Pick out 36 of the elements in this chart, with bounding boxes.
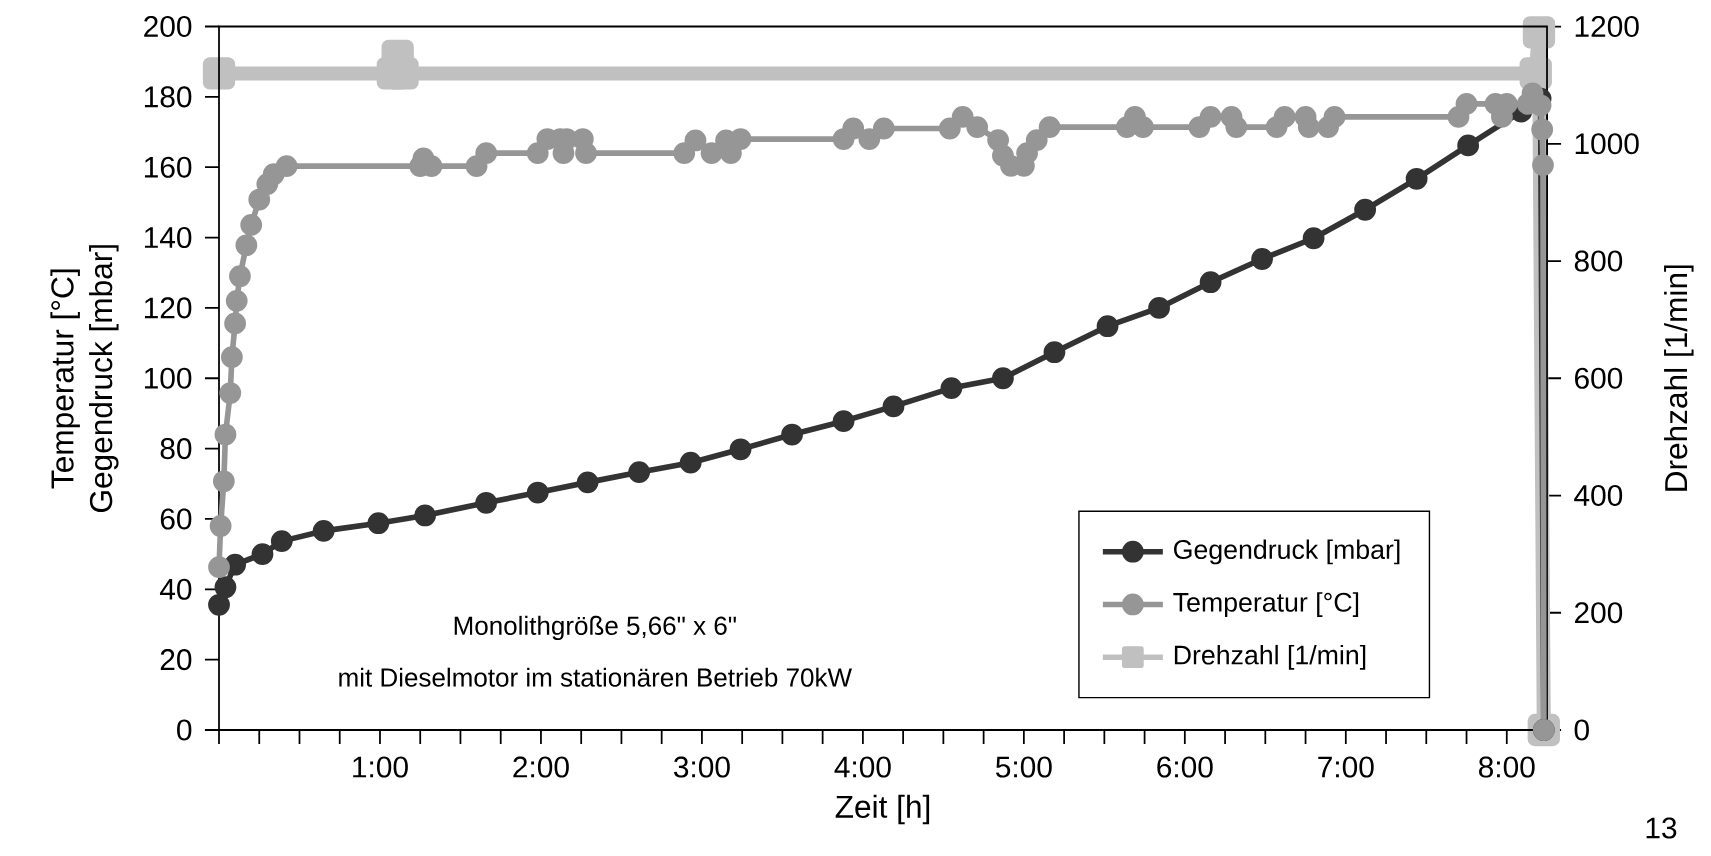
x-tick-label: 1:00 [353, 756, 408, 778]
y-tick-label: 160 [144, 156, 192, 178]
x-tick-label: 2:00 [513, 756, 569, 778]
text: 13 [1646, 817, 1677, 839]
y-tick-label: 140 [144, 227, 192, 249]
y2-tick-label: 0 [1574, 719, 1589, 741]
y2-tick-label: 800 [1574, 250, 1623, 272]
annotation: mit Dieselmotor im stationären Betrieb 70kW [339, 667, 852, 687]
legend-label: Drehzahl [1/min] [1174, 644, 1366, 670]
text: Gegendruck [mbar] [89, 245, 119, 513]
y2-tick-label: 400 [1574, 484, 1623, 507]
y2-tick-label: 1200 [1575, 15, 1639, 38]
y-tick-label: 60 [160, 508, 192, 530]
x-tick-label: 6:00 [1157, 756, 1213, 778]
x-tick-label: 8:00 [1479, 756, 1535, 778]
y-tick-label: 180 [144, 86, 192, 108]
y2-tick-label: 600 [1575, 367, 1623, 389]
y-tick-label: 20 [160, 649, 192, 671]
x-tick-label: 5:00 [996, 756, 1052, 778]
x-tick-label: 7:00 [1318, 756, 1374, 778]
y-tick-label: 40 [159, 578, 192, 600]
x-axis-title: Zeit [h] [835, 794, 930, 825]
y2-tick-label: 1000 [1575, 133, 1639, 155]
legend-label: Gegendruck [mbar] [1174, 539, 1400, 565]
y-tick-label: 100 [144, 367, 192, 389]
text: Temperatur [°C] [50, 269, 80, 489]
x-tick-label: 3:00 [674, 756, 730, 778]
y2-axis-title: Drehzahl [1/min] [1664, 265, 1694, 491]
x-tick-label: 4:00 [834, 756, 891, 778]
y-tick-label: 0 [177, 719, 192, 741]
y-tick-label: 200 [144, 15, 192, 38]
y-tick-label: 120 [144, 297, 192, 319]
y-tick-label: 80 [160, 438, 192, 460]
y2-tick-label: 200 [1574, 602, 1623, 624]
legend-label: Temperatur [°C] [1173, 592, 1359, 618]
annotation: Monolithgröße 5,66" x 6" [454, 615, 736, 641]
